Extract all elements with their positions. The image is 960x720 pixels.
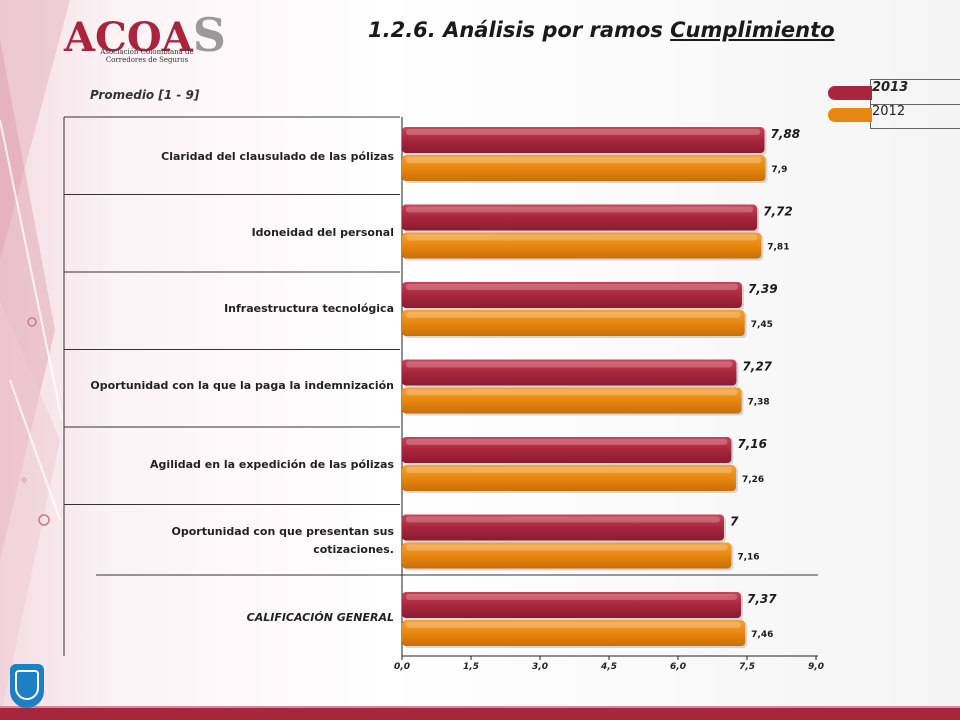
category-label-3: Oportunidad con la que la paga la indemn…: [90, 379, 394, 392]
logo-word-tail: S: [192, 8, 226, 62]
data-label-2013-0: 7,88: [770, 127, 800, 141]
data-label-2013-2: 7,39: [748, 282, 778, 296]
page-title-underlined: Cumplimiento: [670, 18, 835, 42]
legend-label-2013: 2013: [872, 80, 909, 95]
bar-2012-6: [402, 620, 746, 646]
category-label-5: Oportunidad con que presentan sus cotiza…: [171, 525, 395, 556]
bar-2012-5: [402, 542, 732, 569]
bar-highlight-2013-4: [406, 439, 728, 445]
bar-highlight-2012-4: [406, 467, 732, 473]
logo-sub-line-1: Asociación Colombiana de: [100, 48, 194, 56]
bar-highlight-2013-0: [406, 129, 761, 135]
logo-word-main: ACOA: [64, 14, 193, 61]
bar-2013-2: [402, 282, 742, 308]
legend-divider: [870, 104, 960, 105]
page-title-prefix: 1.2.6. Análisis por ramos: [368, 18, 671, 42]
data-label-2013-4: 7,16: [737, 437, 767, 451]
x-tick-label-4: 6,0: [670, 662, 686, 672]
bar-highlight-2012-1: [406, 234, 758, 241]
bar-2012-2: [402, 310, 745, 336]
x-tick-label-1: 1,5: [463, 662, 479, 672]
bar-2013-5: [402, 514, 724, 541]
bar-highlight-2013-6: [406, 594, 738, 600]
x-tick-label-2: 3,0: [532, 662, 548, 672]
page-title: 1.2.6. Análisis por ramos Cumplimiento: [368, 18, 835, 42]
data-label-2012-2: 7,45: [751, 320, 773, 330]
x-tick-label-5: 7,5: [739, 662, 755, 672]
bar-highlight-2012-6: [406, 622, 742, 628]
data-label-2013-3: 7,27: [742, 360, 772, 374]
x-tick-label-6: 9,0: [808, 662, 824, 672]
bar-highlight-2012-3: [406, 389, 738, 396]
shield-badge-icon: [10, 664, 44, 708]
x-tick-label-0: 0,0: [394, 662, 410, 672]
data-label-2012-4: 7,26: [742, 475, 764, 485]
data-label-2013-6: 7,37: [747, 592, 777, 606]
legend-label-2012: 2012: [872, 104, 906, 119]
logo-sub-line-2: Corredores de Seguros: [105, 56, 189, 64]
data-label-2012-6: 7,46: [751, 630, 773, 640]
category-label-6: CALIFICACIÓN GENERAL: [246, 611, 394, 624]
legend-swatch-2012: [828, 108, 872, 122]
category-label-4: Agilidad en la expedición de las pólizas: [150, 458, 394, 471]
category-label-1: Idoneidad del personal: [251, 226, 394, 239]
bar-2012-0: [402, 155, 766, 181]
bar-highlight-2012-2: [406, 312, 741, 318]
legend-swatch-2013: [828, 86, 872, 100]
bar-highlight-2013-5: [406, 516, 720, 523]
bar-2013-3: [402, 359, 737, 386]
category-label-0: Claridad del clausulado de las pólizas: [161, 150, 394, 163]
bar-2012-1: [402, 232, 762, 259]
category-label-2: Infraestructura tecnológica: [224, 302, 394, 315]
logo-subtitle: Asociación Colombiana de Corredores de S…: [92, 48, 202, 64]
bar-2012-4: [402, 465, 736, 491]
shield-badge-inner: [15, 670, 39, 700]
data-label-2013-5: 7: [730, 515, 739, 529]
bar-2012-3: [402, 387, 742, 414]
bar-highlight-2012-5: [406, 544, 728, 551]
bar-2013-6: [402, 592, 742, 618]
data-label-2012-5: 7,16: [737, 553, 759, 563]
data-label-2012-0: 7,9: [771, 165, 787, 175]
bar-highlight-2013-1: [406, 206, 754, 213]
bar-2013-4: [402, 437, 732, 463]
x-tick-label-3: 4,5: [600, 662, 617, 672]
data-label-2012-3: 7,38: [747, 398, 769, 408]
bar-2013-1: [402, 204, 758, 231]
data-label-2012-1: 7,81: [767, 243, 789, 253]
bar-highlight-2012-0: [406, 157, 762, 163]
acoas-logo: ACOAS: [64, 8, 226, 62]
data-label-2013-1: 7,72: [763, 205, 793, 219]
bar-highlight-2013-2: [406, 284, 738, 290]
bar-highlight-2013-3: [406, 361, 733, 368]
bar-2013-0: [402, 127, 765, 153]
chart-subtitle: Promedio [1 - 9]: [90, 88, 200, 102]
